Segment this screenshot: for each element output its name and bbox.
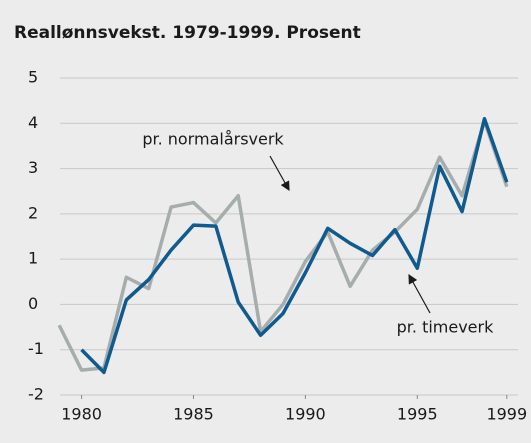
y-tick-label: -1 [28,339,44,358]
x-tick-label: 1985 [173,405,214,424]
series-label: pr. timeverk [397,318,494,337]
series-label: pr. normalårsverk [142,130,284,149]
y-tick-label: 3 [28,158,38,177]
annotation-arrow [408,273,431,314]
x-tick-label: 1990 [285,405,326,424]
y-tick-label: 2 [28,203,38,222]
series-line [80,117,509,375]
chart-title: Reallønnsvekst. 1979-1999. Prosent [14,23,361,43]
series-line [57,119,509,372]
y-tick-label: 4 [28,113,38,132]
x-tick-label: 1995 [397,405,438,424]
y-tick-label: 5 [28,68,38,87]
x-tick-label: 1999 [486,405,527,424]
y-tick-label: -2 [28,385,44,404]
annotation-arrow [269,155,290,192]
x-tick-label: 1980 [61,405,102,424]
y-tick-label: 1 [28,249,38,268]
y-tick-label: 0 [28,294,38,313]
